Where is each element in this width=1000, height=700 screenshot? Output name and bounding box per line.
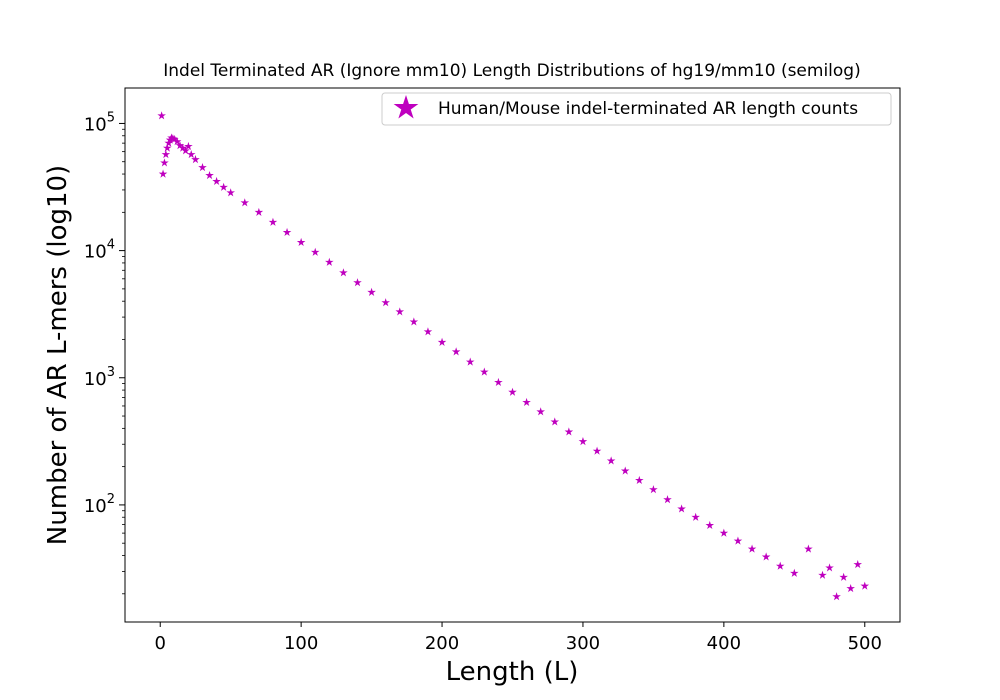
data-point [846, 584, 855, 593]
data-point [254, 207, 264, 216]
data-point [480, 367, 489, 376]
data-point [310, 247, 320, 256]
data-point [175, 141, 185, 150]
data-point [186, 149, 196, 159]
data-point [268, 217, 278, 226]
data-point [494, 377, 503, 386]
data-point [804, 544, 813, 553]
data-point [198, 163, 207, 172]
legend-entry-label: Human/Mouse indel-terminated AR length c… [438, 99, 858, 119]
data-point [409, 317, 419, 326]
data-point [181, 146, 190, 155]
data-point [747, 544, 757, 553]
data-point [423, 327, 433, 336]
x-tick-label: 0 [155, 633, 166, 654]
legend: Human/Mouse indel-terminated AR length c… [381, 92, 892, 126]
data-point [296, 237, 306, 247]
x-axis-label: Length (L) [446, 657, 579, 687]
data-point [161, 149, 171, 159]
data-point [184, 141, 193, 151]
x-tick-label: 500 [848, 633, 882, 654]
x-tick-label: 100 [284, 633, 318, 654]
data-point [158, 169, 168, 178]
data-point [191, 155, 200, 164]
data-point [839, 572, 848, 581]
x-tick-label: 200 [425, 633, 459, 654]
y-tick-label: 104 [84, 238, 115, 263]
data-point [620, 466, 630, 475]
x-tick-label: 300 [566, 633, 600, 654]
x-axis: 0 100 200 300 400 500 [155, 622, 882, 654]
data-point [178, 143, 188, 152]
data-point [219, 182, 228, 191]
data-point [240, 198, 250, 207]
data-point [853, 559, 863, 569]
data-point [663, 495, 672, 504]
data-point [205, 170, 214, 180]
data-point [761, 552, 771, 561]
data-point [733, 536, 743, 545]
data-point [465, 357, 475, 366]
data-point [172, 137, 182, 146]
data-point [160, 158, 169, 167]
data-points [157, 111, 870, 601]
legend-marker-star [393, 95, 419, 119]
data-point [381, 298, 390, 307]
y-axis: 102 103 104 105 [84, 110, 125, 595]
data-point [162, 143, 172, 152]
data-point [677, 504, 686, 513]
data-point [606, 456, 616, 465]
plot-area [124, 87, 901, 623]
data-point [635, 475, 644, 484]
data-point [860, 581, 870, 590]
data-point [578, 437, 588, 446]
data-point [564, 427, 574, 436]
data-point [353, 278, 362, 287]
data-point [649, 485, 658, 494]
data-point [157, 111, 166, 120]
y-axis-label: Number of AR L-mers (log10) [43, 165, 73, 545]
data-point [832, 592, 841, 601]
x-tick-label: 400 [707, 633, 741, 654]
data-point [367, 287, 376, 296]
data-point [592, 446, 602, 455]
data-point [775, 561, 785, 570]
data-point [282, 227, 292, 237]
data-point [705, 520, 715, 530]
data-point [451, 347, 461, 356]
data-point [550, 417, 560, 426]
legend-box [381, 92, 892, 126]
data-point [691, 512, 700, 521]
data-point [818, 570, 827, 579]
chart-title: Indel Terminated AR (Ignore mm10) Length… [163, 61, 860, 81]
data-point [325, 257, 334, 266]
data-point [536, 407, 545, 416]
data-point [825, 563, 834, 572]
data-point [395, 307, 405, 316]
data-point [719, 528, 729, 537]
y-tick-label: 103 [84, 365, 115, 390]
data-point [522, 397, 531, 407]
data-point [339, 268, 348, 277]
y-tick-label: 105 [84, 110, 115, 135]
data-point [226, 188, 235, 197]
data-point [170, 134, 179, 143]
y-tick-label: 102 [84, 492, 115, 517]
data-point [212, 176, 221, 186]
data-point [437, 337, 447, 346]
data-point [790, 568, 799, 577]
data-point [508, 387, 517, 396]
